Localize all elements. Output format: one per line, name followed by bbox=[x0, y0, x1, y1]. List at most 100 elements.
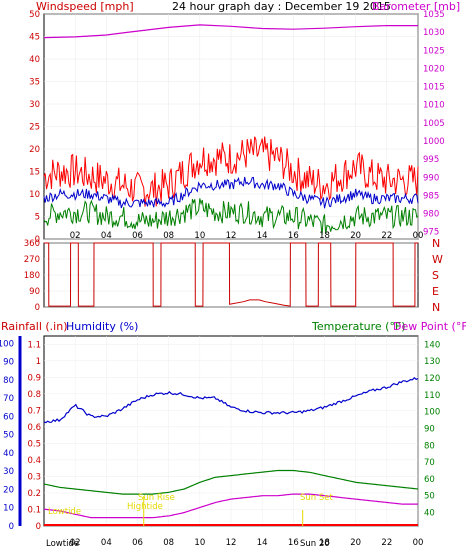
humidity-tick: 100 bbox=[0, 339, 14, 349]
hightide-marker: Hightide bbox=[127, 502, 163, 512]
wind-y-tick: 50 bbox=[29, 10, 40, 20]
compass-label: S bbox=[432, 269, 439, 282]
barometer-line bbox=[43, 24, 418, 39]
wind-left-ticks: 0 5 10 15 20 25 30 35 40 45 50 bbox=[29, 10, 40, 245]
rain-tick: 0.9 bbox=[27, 373, 41, 383]
humidity-tick: 80 bbox=[3, 376, 14, 386]
baro-y-tick: 990 bbox=[423, 173, 439, 183]
compass-label: W bbox=[432, 253, 443, 266]
rain-ticks: 0 0.1 0.2 0.3 0.4 0.5 0.6 0.7 0.8 0.9 1 1.1 bbox=[27, 340, 41, 532]
rain-tick: 0.1 bbox=[27, 505, 41, 515]
temp-ticks: 40 50 60 70 80 90 100 110 120 130 140 bbox=[424, 340, 440, 518]
temp-x-ticks: 02 04 06 08 10 12 14 16 18 20 22 00 bbox=[70, 538, 424, 548]
direction-series bbox=[44, 242, 418, 307]
direction-left-ticks: 0 90 180 270 360 bbox=[24, 239, 40, 313]
compass-label: E bbox=[432, 285, 439, 298]
lowtide-marker: Lowtide bbox=[48, 507, 81, 517]
wind-x-tick: 08 bbox=[163, 231, 174, 241]
temp-tick: 130 bbox=[424, 357, 440, 367]
direction-y-tick: 0 bbox=[35, 303, 40, 313]
rain-tick: 0.3 bbox=[27, 472, 41, 482]
baro-y-tick: 980 bbox=[423, 210, 439, 220]
wind-y-tick: 25 bbox=[29, 123, 40, 133]
temp-tick: 110 bbox=[424, 391, 440, 401]
compass-label: N bbox=[432, 301, 440, 314]
barometer-label: Barometer [mb] bbox=[372, 0, 460, 13]
wind-x-tick: 04 bbox=[101, 231, 112, 241]
wind-series bbox=[43, 24, 419, 236]
wind-x-tick: 10 bbox=[194, 231, 205, 241]
direction-y-tick: 180 bbox=[24, 271, 40, 281]
humidity-tick: 70 bbox=[3, 394, 14, 404]
temp-tick: 50 bbox=[424, 492, 435, 502]
low-wind-line bbox=[43, 198, 419, 236]
baro-y-tick: 1030 bbox=[423, 28, 445, 38]
rain-tick: 0.4 bbox=[27, 456, 41, 466]
rain-tick: 0.8 bbox=[27, 390, 41, 400]
dewpoint-label: Dew Point (°F) bbox=[393, 320, 466, 333]
temp-x-tick: 16 bbox=[288, 538, 299, 548]
lowtide-axis-label: Lowtide bbox=[46, 539, 79, 549]
baro-y-tick: 1020 bbox=[423, 64, 445, 74]
sun-set-marker: Sun Set bbox=[300, 493, 333, 503]
rain-tick: 0.5 bbox=[27, 439, 41, 449]
baro-y-tick: 1015 bbox=[423, 83, 445, 93]
rain-tick: 1 bbox=[36, 357, 41, 367]
humidity-tick: 0 bbox=[9, 522, 14, 532]
wind-x-tick: 00 bbox=[413, 231, 424, 241]
temp-grid bbox=[44, 336, 419, 527]
wind-x-tick: 14 bbox=[257, 231, 268, 241]
baro-y-tick: 975 bbox=[423, 228, 439, 238]
direction-line bbox=[44, 242, 418, 307]
wind-y-tick: 45 bbox=[29, 33, 40, 43]
chart-title: 24 hour graph day : December 19 2015 bbox=[172, 0, 391, 13]
direction-y-tick: 360 bbox=[24, 239, 40, 249]
temp-x-tick: 18 bbox=[319, 538, 330, 548]
rain-tick: 0 bbox=[36, 522, 41, 532]
temp-tick: 40 bbox=[424, 509, 435, 519]
wind-y-tick: 15 bbox=[29, 168, 40, 178]
baro-y-tick: 1005 bbox=[423, 119, 445, 129]
wind-x-tick: 18 bbox=[319, 231, 330, 241]
temp-x-tick: 00 bbox=[413, 538, 424, 548]
temp-tick: 70 bbox=[424, 458, 435, 468]
temp-x-tick: 04 bbox=[101, 538, 112, 548]
rain-tick: 0.6 bbox=[27, 423, 41, 433]
sun-axis-label: Sun 20 bbox=[300, 539, 330, 549]
humidity-ticks: 0 10 20 30 40 50 60 70 80 90 100 bbox=[0, 336, 22, 532]
temp-x-tick: 10 bbox=[194, 538, 205, 548]
temp-tick: 80 bbox=[424, 441, 435, 451]
wind-x-tick: 22 bbox=[381, 231, 392, 241]
wind-x-tick: 06 bbox=[132, 231, 143, 241]
temp-tick: 60 bbox=[424, 475, 435, 485]
humidity-label: Humidity (%) bbox=[66, 320, 138, 333]
wind-x-tick: 02 bbox=[70, 231, 81, 241]
wind-x-tick: 20 bbox=[350, 231, 361, 241]
baro-y-tick: 985 bbox=[423, 191, 439, 201]
baro-y-tick: 1025 bbox=[423, 46, 445, 56]
wind-y-tick: 35 bbox=[29, 78, 40, 88]
wind-x-tick: 12 bbox=[226, 231, 237, 241]
temp-tick: 90 bbox=[424, 424, 435, 434]
temperature-label: Temperature (°F) bbox=[311, 320, 406, 333]
temp-x-tick: 20 bbox=[350, 538, 361, 548]
temp-series bbox=[43, 376, 419, 526]
humidity-tick: 40 bbox=[3, 449, 14, 459]
temp-x-tick: 12 bbox=[226, 538, 237, 548]
temp-tick: 140 bbox=[424, 340, 440, 350]
humidity-tick: 20 bbox=[3, 485, 14, 495]
temp-x-tick: 08 bbox=[163, 538, 174, 548]
average-wind-line bbox=[43, 176, 419, 209]
temp-x-tick: 22 bbox=[381, 538, 392, 548]
rain-tick: 1.1 bbox=[27, 340, 41, 350]
wind-x-ticks: 02 04 06 08 10 12 14 16 18 20 22 00 bbox=[70, 231, 424, 241]
baro-right-ticks: 975 980 985 990 995 1000 1005 1010 1015 1020 1025 1… bbox=[423, 10, 445, 238]
direction-y-tick: 90 bbox=[29, 287, 40, 297]
wind-y-tick: 10 bbox=[29, 190, 40, 200]
humidity-tick: 90 bbox=[3, 358, 14, 368]
baro-y-tick: 995 bbox=[423, 155, 439, 165]
